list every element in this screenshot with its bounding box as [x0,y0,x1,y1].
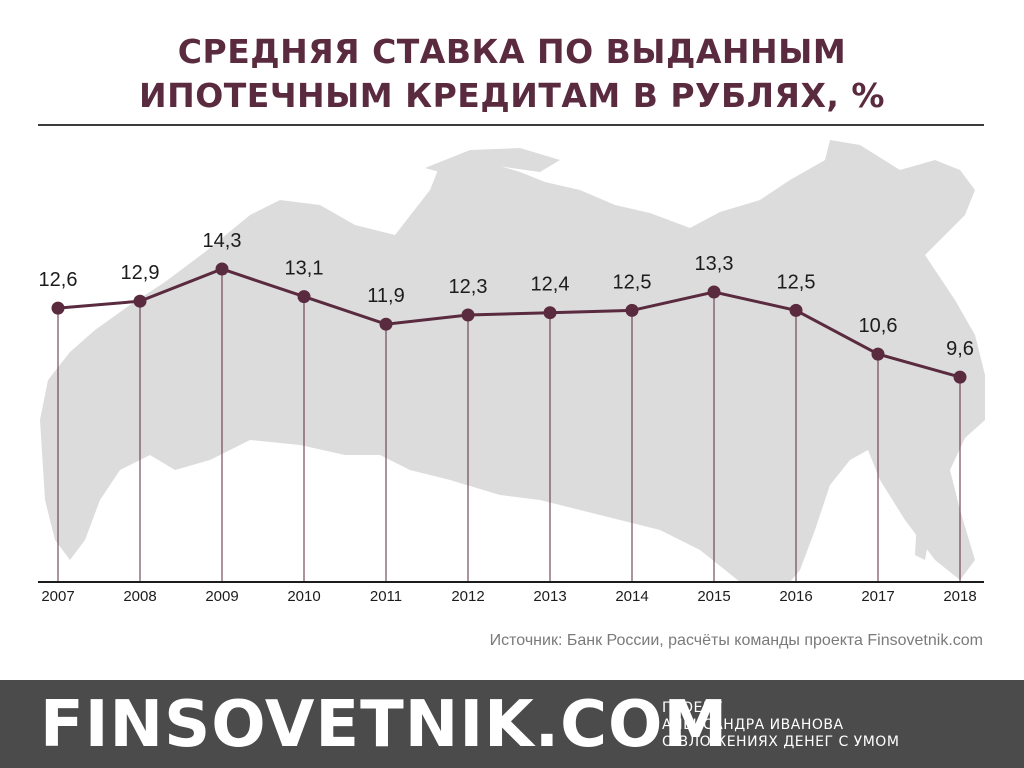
tagline-line-2: АЛЕКСАНДРА ИВАНОВА [662,717,844,733]
chart-title-line-1: СРЕДНЯЯ СТАВКА ПО ВЫДАННЫМ [177,32,847,71]
title-divider [38,124,984,126]
data-point-2015 [707,285,721,299]
map-island-north [425,148,560,175]
data-point-2011 [379,317,393,331]
data-label-2007: 12,6 [39,269,78,291]
data-label-2012: 12,3 [449,276,488,298]
data-label-2014: 12,5 [613,271,652,293]
data-point-2013 [543,306,557,320]
footer-bar: FINSOVETNIK.COM ПРОЕКТ АЛЕКСАНДРА ИВАНОВ… [0,680,1024,768]
map-island-sakhalin [915,455,935,560]
data-label-2009: 14,3 [203,230,242,252]
x-tick-2013: 2013 [533,588,566,605]
x-tick-2007: 2007 [41,588,74,605]
x-tick-2008: 2008 [123,588,156,605]
data-points [51,262,967,384]
data-point-2012 [461,308,475,322]
data-point-2008 [133,294,147,308]
chart-title-line-2: ИПОТЕЧНЫМ КРЕДИТАМ В РУБЛЯХ, % [138,76,885,115]
chart-title: СРЕДНЯЯ СТАВКА ПО ВЫДАННЫМ ИПОТЕЧНЫМ КРЕ… [0,30,1024,118]
data-label-2011: 11,9 [367,285,404,307]
data-label-2015: 13,3 [695,253,734,275]
x-tick-2014: 2014 [615,588,648,605]
drop-lines [57,269,961,582]
map-background [40,140,985,582]
x-tick-2010: 2010 [287,588,320,605]
x-tick-2009: 2009 [205,588,238,605]
x-tick-2015: 2015 [697,588,730,605]
series-line [57,267,961,379]
data-point-2007 [51,301,65,315]
map-shape [40,140,985,582]
data-label-2018: 9,6 [946,338,974,360]
x-tick-labels: 2007 2008 2009 2010 2011 2012 2013 2014 2015 2016… [41,588,976,605]
x-tick-2017: 2017 [861,588,894,605]
x-tick-2016: 2016 [779,588,812,605]
data-label-2008: 12,9 [121,262,160,284]
data-point-2010 [297,290,311,304]
data-label-2013: 12,4 [531,274,570,296]
data-point-2009 [215,262,229,276]
data-label-2016: 12,5 [777,271,816,293]
data-label-2010: 13,1 [285,258,324,280]
x-tick-2018: 2018 [943,588,976,605]
tagline-line-1: ПРОЕКТ [662,700,723,716]
source-note: Источник: Банк России, расчёты команды п… [489,632,983,649]
tagline-line-3: О ВЛОЖЕНИЯХ ДЕНЕГ С УМОМ [662,734,900,750]
data-point-2017 [871,347,885,361]
data-point-2014 [625,303,639,317]
data-labels: 12,6 12,9 14,3 13,1 11,9 12,3 12,4 12,5 13,3 12,5… [39,230,974,360]
brand-tagline: ПРОЕКТ АЛЕКСАНДРА ИВАНОВА О ВЛОЖЕНИЯХ ДЕ… [662,700,899,751]
x-tick-2012: 2012 [451,588,484,605]
line-chart: 12,6 12,9 14,3 13,1 11,9 12,3 12,4 12,5 13,3 12,5… [38,140,985,605]
data-point-2016 [789,303,803,317]
brand-logo[interactable]: FINSOVETNIK.COM [40,688,729,762]
data-label-2017: 10,6 [859,315,898,337]
data-point-2018 [953,370,967,384]
x-tick-2011: 2011 [370,588,402,605]
